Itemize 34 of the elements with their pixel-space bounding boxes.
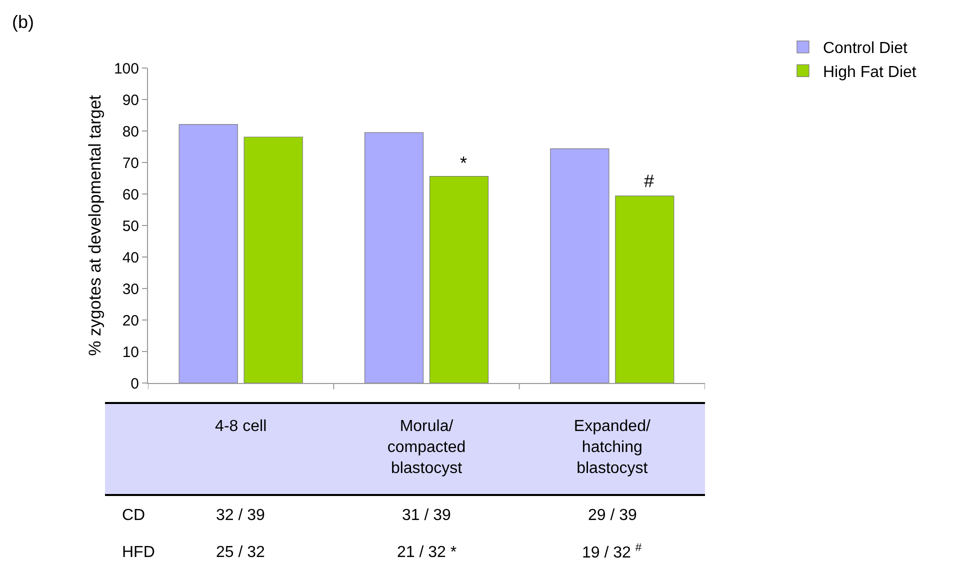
x-tick-label: Expanded/ hatching blastocyst	[574, 418, 651, 477]
bar	[429, 176, 489, 383]
y-tick-label: 30	[122, 280, 139, 298]
legend-label: Control Diet	[822, 40, 908, 58]
text: 31 / 39	[402, 507, 452, 524]
y-tick-label: 10	[122, 344, 139, 361]
text: (b)	[12, 12, 34, 32]
text: 29 / 39	[588, 507, 638, 524]
annotation: *	[460, 153, 468, 173]
legend-label: High Fat Diet	[822, 64, 917, 81]
y-tick-label: 60	[122, 186, 139, 204]
y-tick-label: 100	[114, 60, 139, 78]
y-tick-label: 50	[122, 218, 139, 235]
x-tick-label: Morula/ compacted blastocyst	[387, 418, 466, 477]
bar	[364, 132, 424, 383]
y-axis-title: % zygotes at developmental target	[86, 94, 105, 356]
text: 21 / 32 *	[397, 544, 457, 561]
bar	[615, 196, 674, 383]
bar	[550, 148, 610, 383]
y-tick-label: 90	[122, 92, 139, 109]
y-tick-label: 40	[122, 249, 139, 266]
y-tick-label: 20	[122, 312, 139, 330]
y-tick-label: 70	[122, 154, 139, 172]
bar	[244, 136, 303, 383]
x-tick-label: 4-8 cell	[215, 418, 267, 436]
annotation: #	[644, 171, 654, 191]
bar	[178, 124, 238, 383]
text: 19 / 32 $^{#}$	[582, 542, 642, 562]
text: 25 / 32	[216, 544, 266, 561]
text: 32 / 39	[216, 507, 266, 524]
text: CD	[122, 507, 146, 524]
y-tick-label: 0	[130, 375, 139, 392]
text: HFD	[122, 544, 155, 561]
y-tick-label: 80	[122, 123, 139, 140]
